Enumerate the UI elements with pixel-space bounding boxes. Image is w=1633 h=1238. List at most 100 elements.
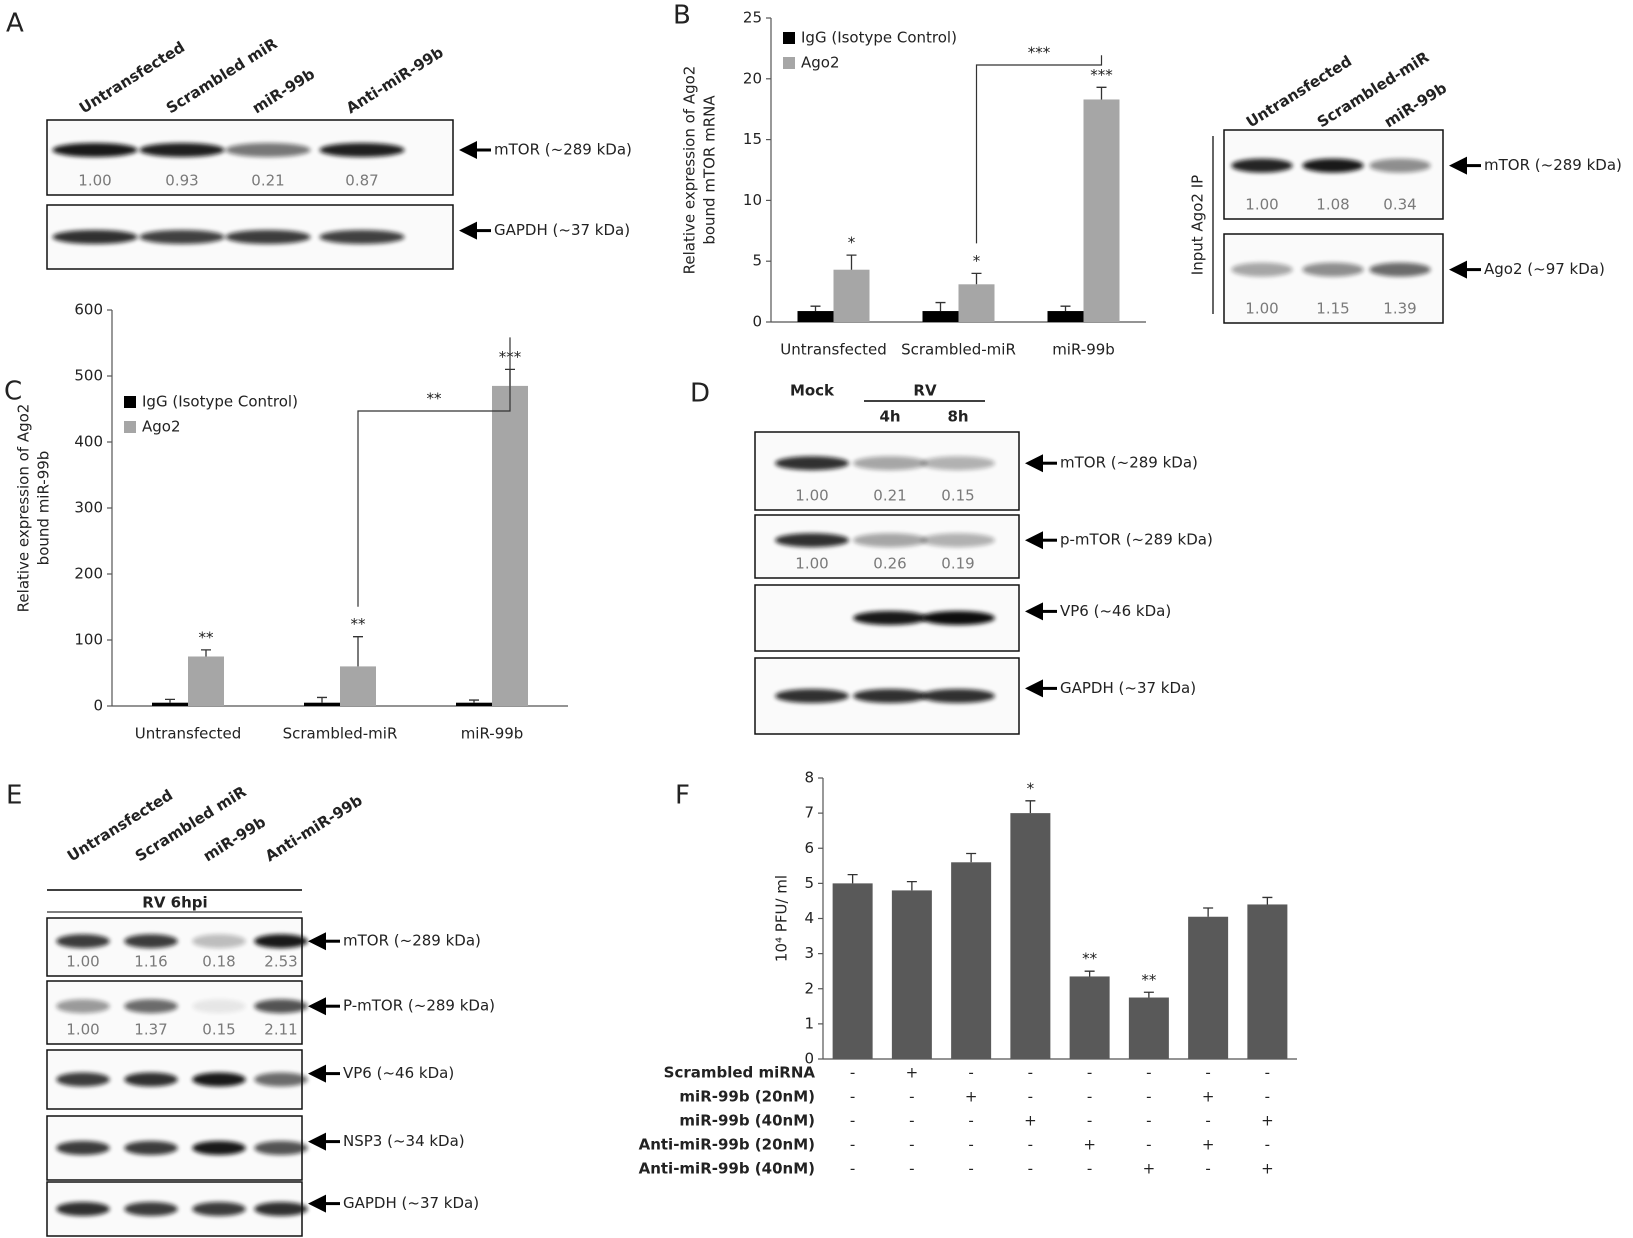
band <box>1369 262 1431 277</box>
condition-mark: - <box>1028 1136 1033 1154</box>
bracket <box>975 55 1103 244</box>
bar <box>340 666 376 706</box>
quantification: 2.11 <box>264 1021 297 1039</box>
condition-mark: - <box>1087 1064 1092 1082</box>
band <box>1302 158 1364 173</box>
y-tick-label: 100 <box>74 631 103 649</box>
condition-mark: + <box>1261 1160 1274 1178</box>
band <box>1302 262 1364 277</box>
condition-mark: + <box>1143 1160 1156 1178</box>
condition-mark: - <box>850 1064 855 1082</box>
arrow-head <box>1449 156 1467 175</box>
quantification: 0.18 <box>202 953 235 971</box>
y-tick-label: 1 <box>804 1014 814 1032</box>
y-tick-label: 7 <box>804 804 814 822</box>
quantification: 0.19 <box>941 555 974 573</box>
error-bar <box>1143 991 1154 998</box>
band <box>56 1141 110 1155</box>
band <box>56 1202 110 1216</box>
error-bar <box>1060 305 1071 312</box>
bar <box>797 311 834 322</box>
lane-label: Anti-miR-99b <box>343 43 447 117</box>
error-bar <box>353 636 363 667</box>
lane-label: miR-99b <box>249 65 318 118</box>
band-label: VP6 (~46 kDa) <box>1060 602 1171 620</box>
condition-mark: - <box>1028 1088 1033 1106</box>
arrow-head <box>1025 454 1043 473</box>
condition-mark: - <box>1087 1112 1092 1130</box>
band-label: mTOR (~289 kDa) <box>1060 454 1198 472</box>
x-tick-label: miR-99b <box>461 725 524 743</box>
bar <box>1010 813 1051 1059</box>
band <box>56 1072 110 1087</box>
condition-label: Scrambled miRNA <box>664 1064 816 1082</box>
panel-letter: F <box>675 781 690 811</box>
quantification: 1.00 <box>795 487 828 505</box>
band <box>853 611 927 625</box>
bracket-label: *** <box>1028 44 1051 62</box>
condition-mark: + <box>1202 1136 1215 1154</box>
condition-label: Anti-miR-99b (20nM) <box>639 1136 815 1154</box>
significance: * <box>848 234 856 252</box>
condition-mark: - <box>1265 1136 1270 1154</box>
condition-mark: - <box>850 1136 855 1154</box>
legend-swatch <box>124 396 136 408</box>
significance: * <box>973 252 981 270</box>
band <box>52 230 138 244</box>
x-tick-label: miR-99b <box>1052 341 1115 359</box>
arrow-head <box>308 1064 326 1083</box>
band <box>254 999 308 1014</box>
arrow-head <box>459 141 477 159</box>
condition-mark: - <box>968 1136 973 1154</box>
bar <box>832 883 873 1059</box>
bar <box>1247 904 1288 1059</box>
quantification: 0.15 <box>941 487 974 505</box>
quantification: 1.39 <box>1383 300 1416 318</box>
condition-mark: - <box>1146 1112 1151 1130</box>
condition-mark: - <box>1146 1064 1151 1082</box>
panel-letter: C <box>4 377 22 407</box>
band <box>192 1072 246 1087</box>
y-tick-label: 600 <box>74 301 103 319</box>
band <box>139 143 225 157</box>
y-axis-label: bound miR-99b <box>35 451 53 566</box>
quantification: 1.00 <box>66 1021 99 1039</box>
significance: ** <box>1082 950 1098 968</box>
x-tick-label: Scrambled-miR <box>283 725 398 743</box>
band <box>921 689 995 703</box>
band-label: NSP3 (~34 kDa) <box>343 1132 465 1150</box>
panel-letter: B <box>673 1 691 31</box>
condition-mark: - <box>1087 1088 1092 1106</box>
condition-mark: - <box>1087 1160 1092 1178</box>
condition-mark: - <box>1028 1160 1033 1178</box>
y-tick-label: 15 <box>743 130 762 148</box>
band <box>52 143 138 157</box>
error-bar <box>317 696 327 703</box>
arrow-head <box>308 1132 326 1151</box>
y-tick-label: 5 <box>804 874 814 892</box>
bar <box>1188 916 1229 1059</box>
error-bar <box>1084 970 1095 977</box>
lane-label: Scrambled miR <box>132 782 250 865</box>
bar <box>922 311 959 322</box>
error-bar <box>1025 800 1036 814</box>
lane-label: 8h <box>947 408 968 426</box>
bar <box>492 385 528 706</box>
bar <box>1047 311 1084 322</box>
bar <box>958 284 995 322</box>
blot-box <box>1223 129 1444 220</box>
x-tick-label: Untransfected <box>135 725 241 743</box>
legend-swatch <box>783 57 795 69</box>
condition-mark: - <box>850 1160 855 1178</box>
band <box>254 1072 308 1087</box>
quantification: 0.34 <box>1383 196 1416 214</box>
condition-mark: - <box>1265 1064 1270 1082</box>
band <box>124 1141 178 1155</box>
condition-mark: - <box>1205 1112 1210 1130</box>
significance: ** <box>199 628 215 646</box>
condition-mark: - <box>968 1160 973 1178</box>
condition-mark: - <box>909 1136 914 1154</box>
band <box>225 143 311 157</box>
quantification: 1.00 <box>1245 300 1278 318</box>
condition-label: Anti-miR-99b (40nM) <box>639 1160 815 1178</box>
